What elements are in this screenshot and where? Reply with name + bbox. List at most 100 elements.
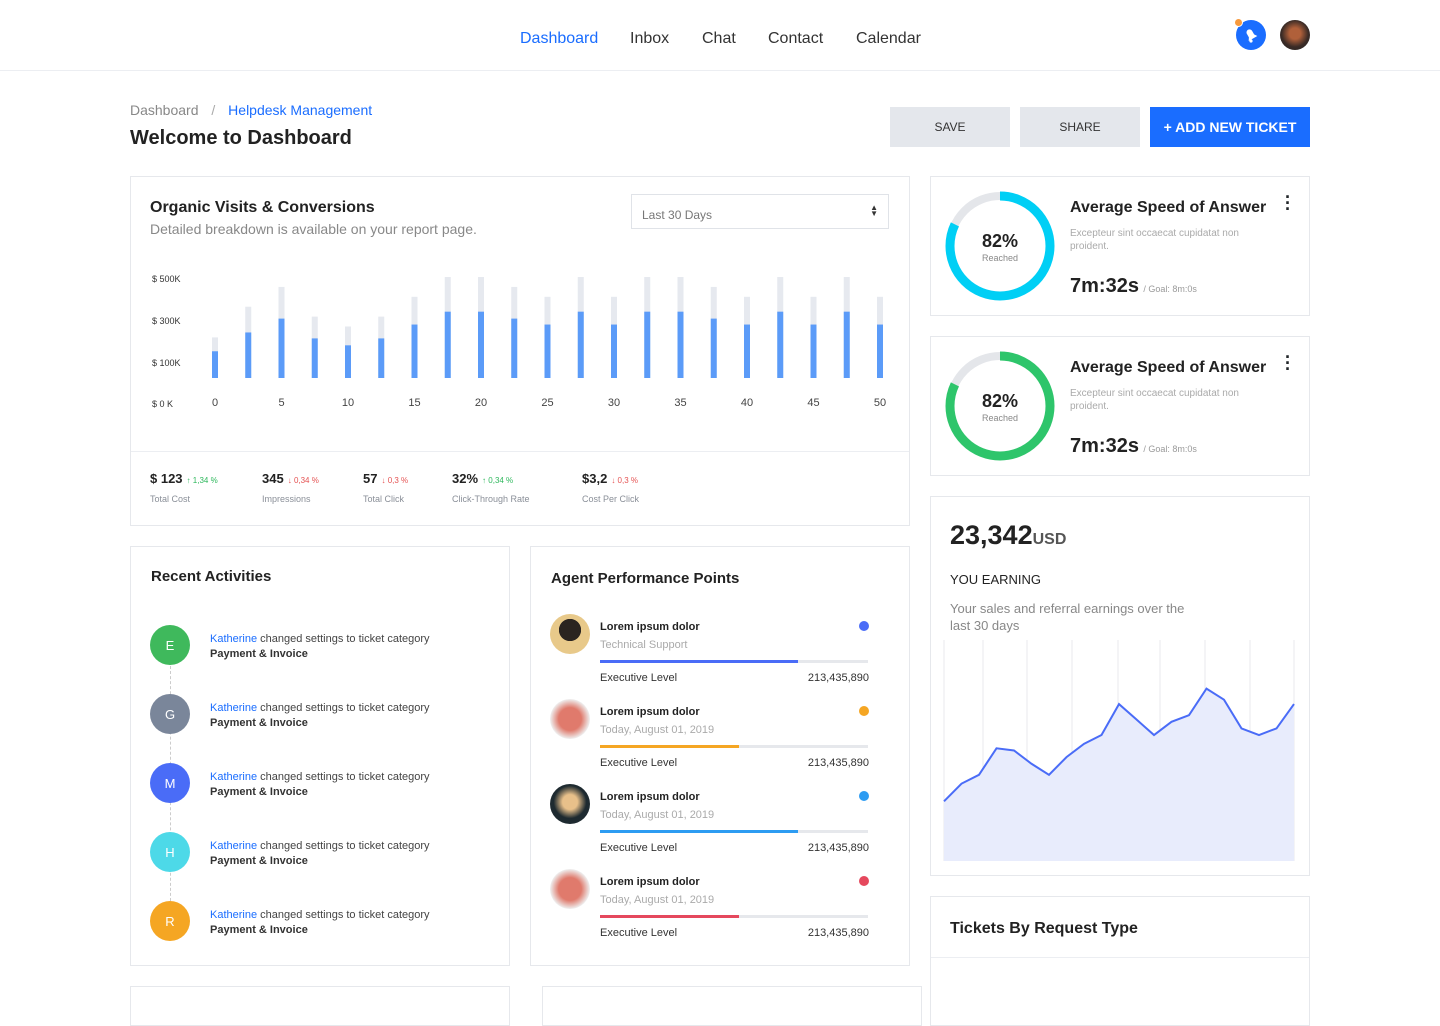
nav-contact[interactable]: Contact xyxy=(768,30,823,48)
activity-avatar: G xyxy=(150,694,190,734)
stat-value: 345 xyxy=(262,471,284,486)
x-tick: 0 xyxy=(200,397,230,409)
activity-text: Katherine changed settings to ticket cat… xyxy=(210,701,430,731)
agent-status-dot xyxy=(859,791,869,801)
agent-points: 213,435,890 xyxy=(760,927,869,939)
earning-value: 23,342 xyxy=(950,520,1033,550)
speed-description: Excepteur sint occaecat cupidatat non pr… xyxy=(1070,227,1270,253)
stat-label: Impressions xyxy=(262,494,319,504)
user-avatar[interactable] xyxy=(1280,20,1310,50)
divider xyxy=(131,451,909,452)
speed-title: Average Speed of Answer xyxy=(1070,199,1266,217)
agent-name: Lorem ipsum dolor xyxy=(600,876,700,888)
visits-title: Organic Visits & Conversions xyxy=(150,199,375,217)
breadcrumb: Dashboard / Helpdesk Management xyxy=(130,102,372,118)
y-tick: $ 100K xyxy=(152,358,181,368)
breadcrumb-root[interactable]: Dashboard xyxy=(130,102,199,118)
more-vertical-icon[interactable]: ··· xyxy=(1280,354,1296,372)
ring-percent: 82% xyxy=(945,231,1055,252)
activity-text: Katherine changed settings to ticket cat… xyxy=(210,839,430,869)
stat-value: 32% xyxy=(452,471,478,486)
earning-unit: USD xyxy=(1033,531,1067,548)
x-tick: 40 xyxy=(732,397,762,409)
activity-user-link[interactable]: Katherine xyxy=(210,840,257,852)
agent-status-dot xyxy=(859,706,869,716)
activity-user-link[interactable]: Katherine xyxy=(210,633,257,645)
breadcrumb-current[interactable]: Helpdesk Management xyxy=(228,102,372,118)
stat-label: Click-Through Rate xyxy=(452,494,530,504)
y-tick: $ 300K xyxy=(152,316,181,326)
nav-inbox[interactable]: Inbox xyxy=(630,30,669,48)
agent-avatar xyxy=(550,784,590,824)
agents-title: Agent Performance Points xyxy=(551,570,739,587)
x-tick: 5 xyxy=(267,397,297,409)
stat-0: $ 123↑ 1,34 % Total Cost xyxy=(150,470,218,504)
activity-action: changed settings to ticket category xyxy=(257,909,429,921)
agent-progress-fill xyxy=(600,745,739,748)
y-tick: $ 0 K xyxy=(152,399,173,409)
visits-subtitle: Detailed breakdown is available on your … xyxy=(150,221,477,237)
activity-text: Katherine changed settings to ticket cat… xyxy=(210,632,430,662)
earning-description: Your sales and referral earnings over th… xyxy=(950,600,1190,634)
speed-time: 7m:32s / Goal: 8m:0s xyxy=(1070,275,1197,298)
agent-progress-bar xyxy=(600,745,868,748)
tickets-title: Tickets By Request Type xyxy=(950,920,1138,938)
stat-2: 57↓ 0,3 % Total Click xyxy=(363,470,408,504)
activity-avatar: E xyxy=(150,625,190,665)
stat-change: 0,34 % xyxy=(294,476,319,485)
agent-avatar xyxy=(550,699,590,739)
agent-progress-fill xyxy=(600,660,798,663)
breadcrumb-separator: / xyxy=(211,102,215,118)
agent-points: 213,435,890 xyxy=(760,757,869,769)
nav-chat[interactable]: Chat xyxy=(702,30,736,48)
ring-percent: 82% xyxy=(945,391,1055,412)
add-new-ticket-button[interactable]: + ADD NEW TICKET xyxy=(1150,107,1310,147)
stat-change: 0,34 % xyxy=(488,476,513,485)
stat-1: 345↓ 0,34 % Impressions xyxy=(262,470,319,504)
x-tick: 35 xyxy=(666,397,696,409)
agent-status-dot xyxy=(859,621,869,631)
range-select-value: Last 30 Days xyxy=(642,208,712,222)
agent-progress-bar xyxy=(600,830,868,833)
activity-category: Payment & Invoice xyxy=(210,648,308,660)
activity-avatar: R xyxy=(150,901,190,941)
stat-label: Cost Per Click xyxy=(582,494,639,504)
agent-subtitle: Technical Support xyxy=(600,639,687,651)
y-tick: $ 500K xyxy=(152,274,181,284)
activity-text: Katherine changed settings to ticket cat… xyxy=(210,770,430,800)
agent-subtitle: Today, August 01, 2019 xyxy=(600,894,714,906)
share-button[interactable]: SHARE xyxy=(1020,107,1140,147)
agent-level: Executive Level xyxy=(600,672,677,684)
x-tick: 50 xyxy=(865,397,895,409)
activity-user-link[interactable]: Katherine xyxy=(210,771,257,783)
x-tick: 45 xyxy=(799,397,829,409)
earning-amount: 23,342USD xyxy=(950,520,1066,551)
earning-card xyxy=(930,496,1310,876)
save-button[interactable]: SAVE xyxy=(890,107,1010,147)
agent-level: Executive Level xyxy=(600,757,677,769)
activity-user-link[interactable]: Katherine xyxy=(210,909,257,921)
more-vertical-icon[interactable]: ··· xyxy=(1280,194,1296,212)
nav-dashboard[interactable]: Dashboard xyxy=(520,30,598,48)
nav-calendar[interactable]: Calendar xyxy=(856,30,921,48)
speed-goal: / Goal: 8m:0s xyxy=(1143,284,1197,294)
top-navbar: Dashboard Inbox Chat Contact Calendar xyxy=(0,0,1440,71)
agent-name: Lorem ipsum dolor xyxy=(600,621,700,633)
speed-goal: / Goal: 8m:0s xyxy=(1143,444,1197,454)
tickets-card xyxy=(930,896,1310,1026)
agent-avatar xyxy=(550,614,590,654)
speed-title: Average Speed of Answer xyxy=(1070,359,1266,377)
stat-change: 0,3 % xyxy=(618,476,638,485)
ring-reached: Reached xyxy=(945,413,1055,423)
activity-category: Payment & Invoice xyxy=(210,855,308,867)
stat-3: 32%↑ 0,34 % Click-Through Rate xyxy=(452,470,530,504)
agent-progress-fill xyxy=(600,915,739,918)
stat-change: 1,34 % xyxy=(193,476,218,485)
agent-subtitle: Today, August 01, 2019 xyxy=(600,809,714,821)
range-select[interactable]: Last 30 Days ▲▼ xyxy=(631,194,889,229)
agent-level: Executive Level xyxy=(600,927,677,939)
divider xyxy=(931,957,1309,958)
activity-user-link[interactable]: Katherine xyxy=(210,702,257,714)
activities-title: Recent Activities xyxy=(151,568,271,585)
bottom-card xyxy=(542,986,922,1026)
